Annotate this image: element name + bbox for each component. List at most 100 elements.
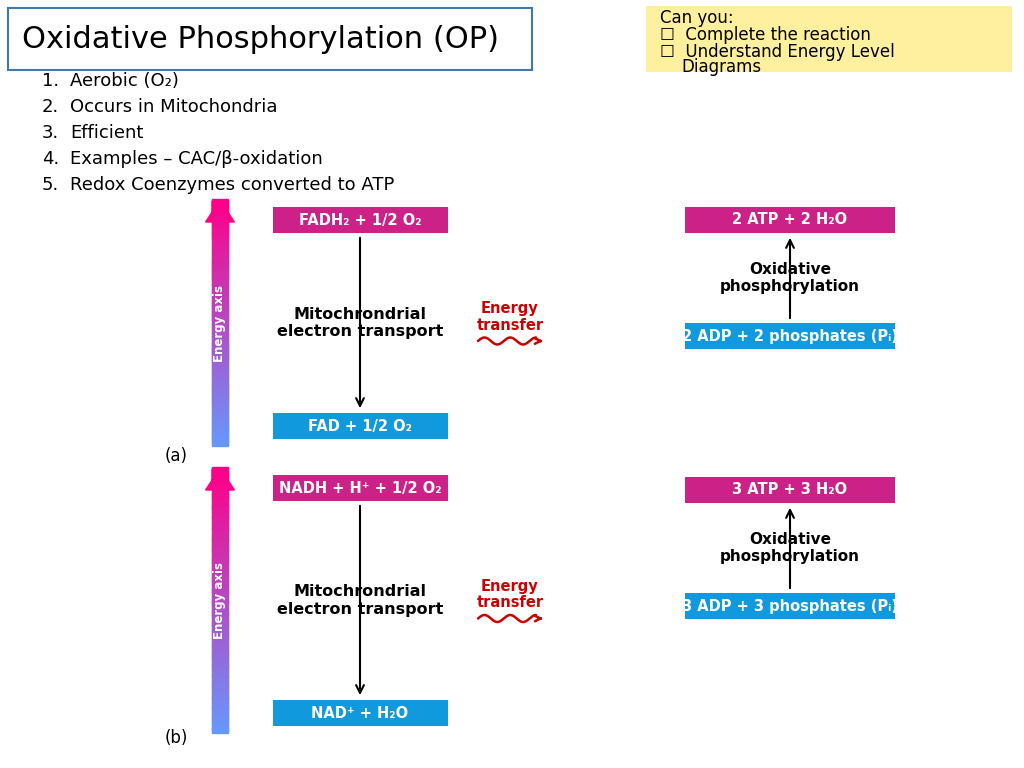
Bar — [212, 396, 228, 399]
Text: 1.: 1. — [42, 72, 59, 90]
Bar — [212, 326, 228, 329]
Bar — [212, 252, 228, 255]
Bar — [212, 268, 228, 272]
Text: Efficient: Efficient — [70, 124, 143, 142]
Text: 3 ATP + 3 H₂O: 3 ATP + 3 H₂O — [732, 482, 848, 498]
Bar — [212, 353, 228, 356]
Text: NAD⁺ + H₂O: NAD⁺ + H₂O — [311, 706, 409, 720]
Bar — [212, 493, 228, 497]
Bar — [212, 362, 228, 366]
Bar — [212, 246, 228, 249]
Bar — [212, 344, 228, 348]
Bar — [212, 329, 228, 333]
Bar — [212, 683, 228, 687]
FancyBboxPatch shape — [272, 207, 447, 233]
FancyArrow shape — [206, 468, 234, 490]
Bar — [212, 672, 228, 676]
Bar — [212, 554, 228, 558]
Bar — [212, 210, 228, 214]
Bar — [212, 690, 228, 694]
Bar — [212, 262, 228, 266]
Text: Energy: Energy — [481, 302, 539, 316]
FancyBboxPatch shape — [646, 6, 1012, 72]
Bar — [212, 219, 228, 223]
Bar — [212, 619, 228, 623]
Bar — [212, 495, 228, 499]
Text: Energy axis: Energy axis — [213, 284, 226, 362]
Bar — [212, 217, 228, 220]
Text: 2 ATP + 2 H₂O: 2 ATP + 2 H₂O — [732, 213, 848, 227]
FancyBboxPatch shape — [685, 593, 895, 619]
Bar — [212, 389, 228, 392]
Text: 4.: 4. — [42, 150, 59, 168]
Text: Oxidative
phosphorylation: Oxidative phosphorylation — [720, 262, 860, 294]
Text: ☐  Understand Energy Level: ☐ Understand Energy Level — [660, 43, 895, 61]
FancyBboxPatch shape — [272, 700, 447, 726]
Bar — [212, 387, 228, 391]
Bar — [212, 610, 228, 614]
Bar — [212, 307, 228, 311]
Bar — [212, 391, 228, 395]
Bar — [212, 566, 228, 570]
Bar — [212, 504, 228, 508]
Bar — [212, 612, 228, 616]
Bar — [212, 660, 228, 664]
Bar — [212, 663, 228, 667]
Bar — [212, 537, 228, 541]
Bar — [212, 274, 228, 278]
Bar — [212, 574, 228, 578]
Bar — [212, 478, 228, 482]
Text: (a): (a) — [165, 447, 188, 465]
Bar — [212, 519, 228, 523]
Bar — [212, 402, 228, 405]
Text: Oxidative
phosphorylation: Oxidative phosphorylation — [720, 531, 860, 564]
Bar — [212, 678, 228, 682]
Bar — [212, 200, 228, 204]
Bar — [212, 415, 228, 419]
Bar — [212, 511, 228, 515]
Bar — [212, 369, 228, 372]
Bar — [212, 518, 228, 521]
Bar — [212, 264, 228, 268]
Bar — [212, 432, 228, 435]
FancyBboxPatch shape — [685, 207, 895, 233]
Bar — [212, 486, 228, 490]
Bar — [212, 310, 228, 313]
Bar — [212, 366, 228, 370]
Bar — [212, 403, 228, 407]
Bar — [212, 311, 228, 315]
Bar — [212, 215, 228, 218]
Bar — [212, 439, 228, 442]
Bar — [212, 718, 228, 722]
Bar — [212, 385, 228, 389]
Bar — [212, 295, 228, 299]
Bar — [212, 539, 228, 543]
Bar — [212, 561, 228, 565]
Bar — [212, 230, 228, 233]
Bar — [212, 270, 228, 274]
Bar — [212, 408, 228, 411]
FancyBboxPatch shape — [685, 477, 895, 503]
Bar — [212, 440, 228, 444]
Bar — [212, 513, 228, 517]
Bar — [212, 687, 228, 691]
Bar — [212, 409, 228, 413]
Bar — [212, 594, 228, 598]
FancyArrow shape — [206, 200, 234, 222]
Bar — [212, 544, 228, 548]
Bar — [212, 480, 228, 484]
Bar — [212, 360, 228, 364]
Bar — [212, 680, 228, 684]
Bar — [212, 418, 228, 422]
Bar — [212, 524, 228, 528]
Bar — [212, 436, 228, 440]
Bar — [212, 319, 228, 323]
Bar — [212, 488, 228, 492]
Bar — [212, 207, 228, 210]
Bar — [212, 707, 228, 711]
Bar — [212, 468, 228, 472]
Bar — [212, 359, 228, 362]
Bar — [212, 397, 228, 401]
Bar — [212, 535, 228, 538]
Bar — [212, 659, 228, 662]
